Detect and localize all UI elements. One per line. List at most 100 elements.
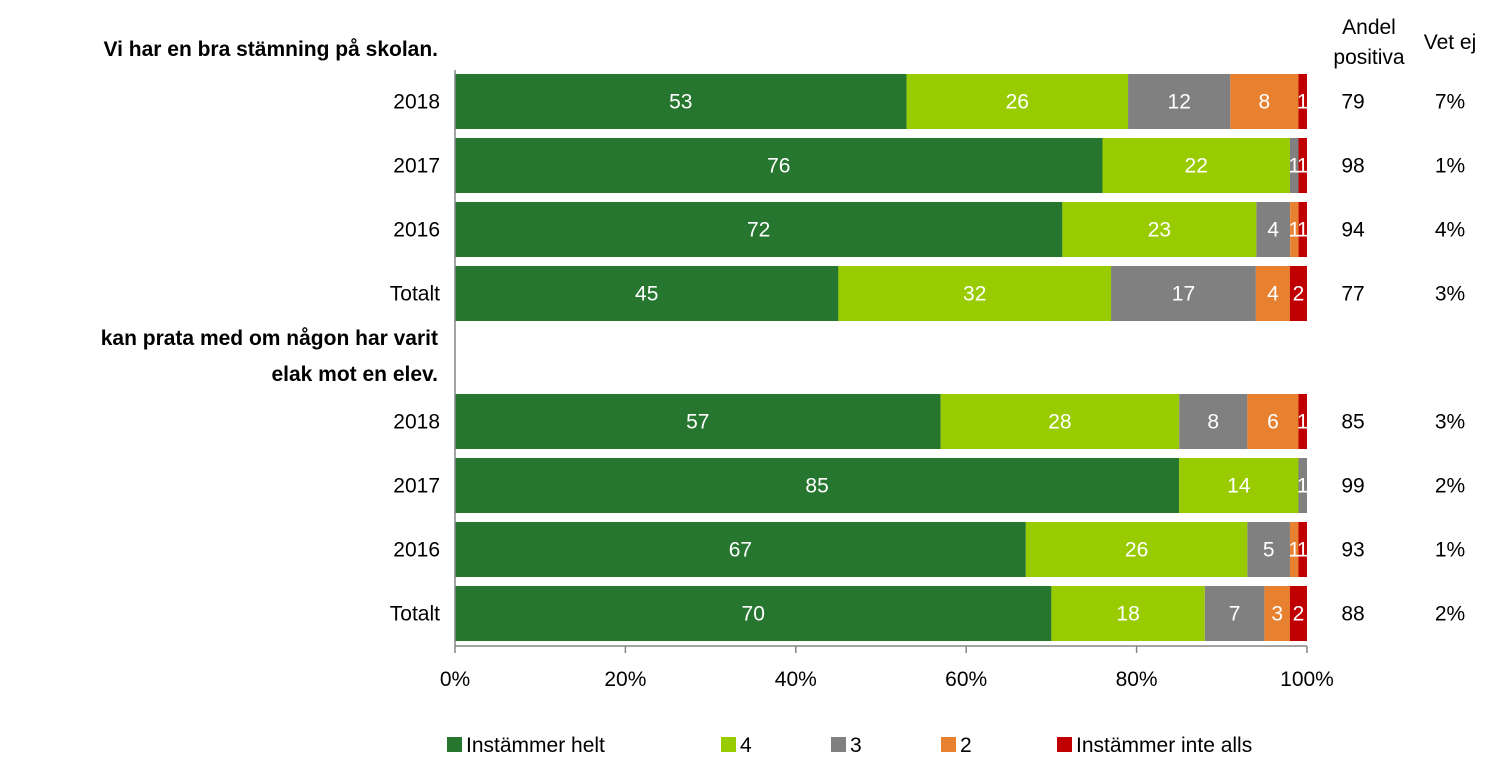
unknown-value: 1% <box>1435 155 1465 178</box>
positive-value: 79 <box>1341 91 1364 114</box>
bar-segment-2 <box>1230 74 1299 129</box>
bar-value-label: 1 <box>1297 411 1309 434</box>
bar-segment-inst-mmer-inte-alls <box>1298 74 1307 129</box>
bar-segment-inst-mmer-inte-alls <box>1298 138 1307 193</box>
bar-value-label: 1 <box>1297 539 1309 562</box>
legend-swatch <box>941 737 956 752</box>
bar-value-label: 14 <box>1227 475 1251 498</box>
bar-value-label: 53 <box>669 91 692 114</box>
bar-segment-4 <box>1051 586 1205 641</box>
legend-entry: Instämmer helt <box>466 734 605 757</box>
bar-value-label: 70 <box>742 603 765 626</box>
bar-value-label: 76 <box>767 155 790 178</box>
bar-segment-inst-mmer-helt <box>455 74 907 129</box>
bar-segment-inst-mmer-helt <box>455 586 1052 641</box>
bar-segment-3 <box>1256 202 1291 257</box>
row-label: 2016 <box>393 539 440 562</box>
x-tick-label: 20% <box>604 668 646 691</box>
bar-value-label: 1 <box>1289 219 1301 242</box>
bar-segment-4 <box>1025 522 1248 577</box>
legend-swatch <box>1057 737 1072 752</box>
bar-value-label: 2 <box>1293 603 1305 626</box>
bar-segment-3 <box>1111 266 1256 321</box>
positive-header-line1: Andel <box>1342 16 1396 39</box>
bar-segment-4 <box>838 266 1112 321</box>
bar-value-label: 4 <box>1267 283 1279 306</box>
unknown-value: 2% <box>1435 603 1465 626</box>
legend-swatch <box>721 737 736 752</box>
positive-value: 93 <box>1341 539 1364 562</box>
bar-segment-2 <box>1264 586 1290 641</box>
legend-entry: Instämmer inte alls <box>1076 734 1252 757</box>
bar-segment-3 <box>1128 74 1231 129</box>
positive-value: 77 <box>1341 283 1364 306</box>
bar-value-label: 28 <box>1048 411 1071 434</box>
bar-value-label: 2 <box>1293 283 1305 306</box>
group-title: kan prata med om någon har varit <box>101 327 438 350</box>
bar-segment-3 <box>1204 586 1265 641</box>
bar-value-label: 5 <box>1263 539 1275 562</box>
bar-segment-4 <box>1062 202 1257 257</box>
legend-swatch <box>831 737 846 752</box>
bar-segment-4 <box>906 74 1129 129</box>
positive-value: 88 <box>1341 603 1364 626</box>
unknown-value: 2% <box>1435 475 1465 498</box>
bar-segment-4 <box>940 394 1180 449</box>
bar-segment-2 <box>1290 202 1299 257</box>
unknown-value: 3% <box>1435 283 1465 306</box>
row-label: 2017 <box>393 475 440 498</box>
bar-value-label: 26 <box>1125 539 1148 562</box>
row-label: Totalt <box>390 603 440 626</box>
bar-segment-3 <box>1179 394 1248 449</box>
bar-value-label: 26 <box>1006 91 1029 114</box>
bar-segment-inst-mmer-helt <box>455 394 941 449</box>
bar-value-label: 1 <box>1288 155 1300 178</box>
bar-segment-2 <box>1255 266 1290 321</box>
x-tick-label: 40% <box>775 668 817 691</box>
bar-segment-inst-mmer-helt <box>455 138 1103 193</box>
bar-value-label: 22 <box>1185 155 1208 178</box>
bar-segment-4 <box>1179 458 1299 513</box>
bar-segment-inst-mmer-helt <box>455 522 1026 577</box>
bar-value-label: 8 <box>1207 411 1219 434</box>
bar-segment-3 <box>1289 138 1299 193</box>
bar-segment-inst-mmer-inte-alls <box>1298 202 1307 257</box>
bar-value-label: 7 <box>1229 603 1241 626</box>
row-label: 2017 <box>393 155 440 178</box>
row-label: 2018 <box>393 91 440 114</box>
bar-segment-inst-mmer-inte-alls <box>1289 586 1307 641</box>
x-tick-label: 0% <box>440 668 470 691</box>
legend-swatch <box>447 737 462 752</box>
bar-value-label: 1 <box>1297 219 1309 242</box>
legend-entry: 3 <box>850 734 862 757</box>
group-title: elak mot en elev. <box>271 363 438 386</box>
bar-segment-4 <box>1102 138 1290 193</box>
bar-value-label: 67 <box>729 539 752 562</box>
bar-value-label: 3 <box>1271 603 1283 626</box>
bar-value-label: 6 <box>1267 411 1279 434</box>
positive-value: 85 <box>1341 411 1364 434</box>
positive-header-line2: positiva <box>1333 46 1405 69</box>
bar-segment-inst-mmer-helt <box>455 458 1180 513</box>
bar-segment-2 <box>1289 522 1299 577</box>
bar-value-label: 72 <box>747 219 770 242</box>
row-label: 2018 <box>393 411 440 434</box>
unknown-header: Vet ej <box>1424 31 1477 54</box>
bar-value-label: 45 <box>635 283 658 306</box>
bar-segment-inst-mmer-inte-alls <box>1298 394 1307 449</box>
unknown-value: 3% <box>1435 411 1465 434</box>
bar-value-label: 1 <box>1288 539 1300 562</box>
x-tick-label: 60% <box>945 668 987 691</box>
bar-segment-2 <box>1247 394 1299 449</box>
row-label: 2016 <box>393 219 440 242</box>
bar-value-label: 8 <box>1259 91 1271 114</box>
bar-value-label: 12 <box>1168 91 1191 114</box>
bar-segment-inst-mmer-inte-alls <box>1289 266 1307 321</box>
bar-value-label: 1 <box>1297 91 1309 114</box>
x-tick-label: 80% <box>1116 668 1158 691</box>
positive-value: 98 <box>1341 155 1364 178</box>
bar-value-label: 23 <box>1148 219 1171 242</box>
x-tick-label: 100% <box>1280 668 1334 691</box>
bar-value-label: 1 <box>1297 475 1309 498</box>
bar-value-label: 17 <box>1172 283 1195 306</box>
